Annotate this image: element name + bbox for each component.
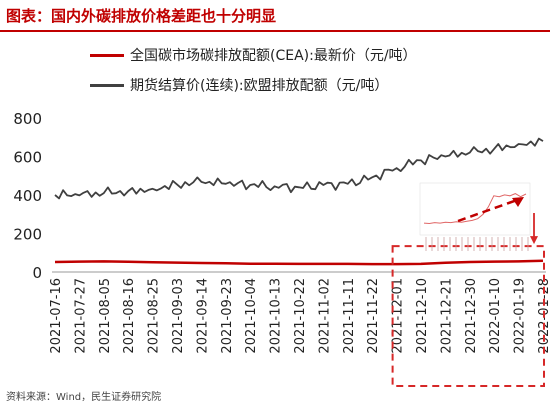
trend-arrow-line	[457, 197, 521, 223]
trend-arrow-head	[512, 197, 524, 207]
y-tick-label: 200	[13, 226, 42, 244]
x-tick-label: 2021-09-14	[195, 278, 210, 354]
legend-label-cea: 全国碳市场碳排放配额(CEA):最新价（元/吨）	[130, 48, 417, 64]
legend: 全国碳市场碳排放配额(CEA):最新价（元/吨） 期货结算价(连续):欧盟排放配…	[90, 40, 530, 102]
x-tick-label: 2022-01-10	[488, 278, 503, 354]
x-tick-label: 2021-12-21	[439, 278, 454, 354]
source-note: 资料来源：Wind，民生证券研究院	[6, 392, 162, 403]
x-tick-label: 2021-08-16	[122, 278, 137, 354]
x-tick-label: 2021-10-22	[293, 278, 308, 354]
connector-arrowhead	[530, 236, 538, 245]
y-tick-label: 600	[13, 149, 42, 167]
legend-label-eua: 期货结算价(连续):欧盟排放配额（元/吨）	[130, 78, 389, 94]
x-tick-label: 2021-10-13	[269, 278, 284, 354]
x-tick-label: 2021-09-03	[171, 278, 186, 354]
x-tick-label: 2021-07-27	[73, 278, 88, 354]
x-tick-label: 2022-01-19	[513, 278, 528, 354]
x-tick-label: 2021-12-30	[464, 278, 479, 354]
x-tick-label: 2021-09-23	[220, 278, 235, 354]
x-tick-label: 2021-08-05	[98, 278, 113, 354]
x-tick-label: 2021-07-16	[49, 278, 64, 354]
inset-line	[423, 193, 527, 225]
x-tick-label: 2021-08-25	[147, 278, 162, 354]
y-tick-label: 800	[13, 110, 42, 128]
legend-swatch-cea	[90, 53, 124, 57]
figure-title: 图表：国内外碳排放价格差距也十分明显	[6, 7, 277, 25]
x-tick-label: 2021-12-10	[415, 278, 430, 354]
inset-chart	[419, 182, 531, 236]
y-tick-label: 400	[13, 187, 42, 205]
x-tick-label: 2021-11-22	[366, 278, 381, 354]
x-tick-label: 2021-10-04	[244, 278, 259, 354]
y-tick-label: 0	[32, 264, 42, 282]
legend-item-cea: 全国碳市场碳排放配额(CEA):最新价（元/吨）	[90, 40, 530, 70]
x-tick-label: 2021-11-11	[342, 278, 357, 354]
series-line-eua	[54, 137, 544, 200]
x-tick-label: 2021-12-01	[391, 278, 406, 354]
legend-item-eua: 期货结算价(连续):欧盟排放配额（元/吨）	[90, 70, 530, 100]
title-rule	[0, 30, 550, 32]
series-line-cea	[54, 259, 544, 266]
x-tick-label: 2021-11-02	[317, 278, 332, 354]
legend-swatch-eua	[90, 83, 124, 87]
